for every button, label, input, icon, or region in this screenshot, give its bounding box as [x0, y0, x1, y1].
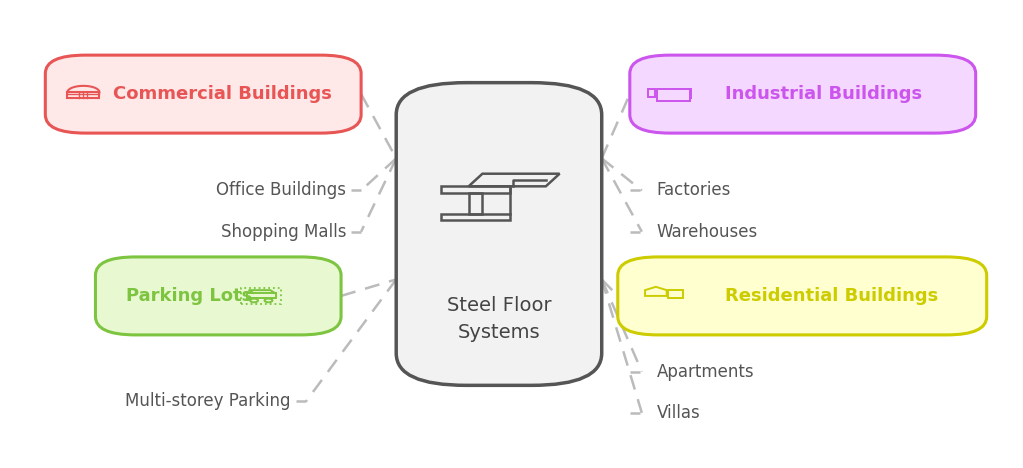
- Text: Warehouses: Warehouses: [657, 223, 758, 241]
- FancyBboxPatch shape: [95, 257, 341, 335]
- Text: Apartments: Apartments: [657, 363, 755, 380]
- Bar: [68, 92, 99, 98]
- Text: Steel Floor
Systems: Steel Floor Systems: [447, 296, 551, 342]
- Bar: [247, 293, 276, 299]
- Text: Office Buildings: Office Buildings: [216, 182, 346, 199]
- Bar: [657, 89, 690, 101]
- Text: Industrial Buildings: Industrial Buildings: [725, 85, 922, 103]
- FancyBboxPatch shape: [396, 83, 602, 385]
- FancyBboxPatch shape: [618, 257, 987, 335]
- Text: Multi-storey Parking: Multi-storey Parking: [126, 392, 291, 410]
- Bar: [241, 288, 281, 304]
- Text: Villas: Villas: [657, 404, 701, 422]
- Text: Residential Buildings: Residential Buildings: [725, 287, 938, 305]
- Bar: [668, 290, 683, 299]
- FancyBboxPatch shape: [630, 55, 976, 133]
- FancyBboxPatch shape: [45, 55, 361, 133]
- Text: Factories: Factories: [657, 182, 731, 199]
- Text: Shopping Malls: Shopping Malls: [221, 223, 346, 241]
- Text: Commercial Buildings: Commercial Buildings: [113, 85, 331, 103]
- Bar: [648, 89, 656, 96]
- Text: Parking Lots: Parking Lots: [126, 287, 252, 305]
